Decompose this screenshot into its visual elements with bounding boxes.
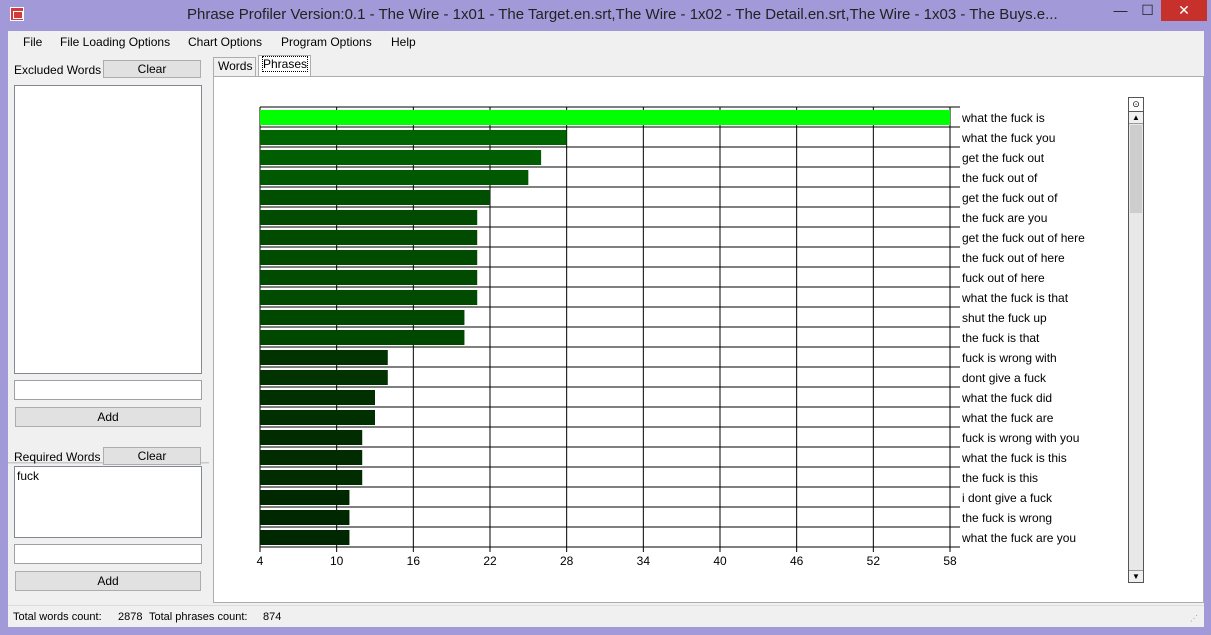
required-words-label: Required Words <box>14 450 101 464</box>
excluded-word-input[interactable] <box>14 380 202 400</box>
bar-label: get the fuck out of here <box>962 231 1085 245</box>
x-tick-label: 22 <box>483 554 497 568</box>
phrase-frequency-chart: what the fuck is what the fuck you get the… <box>257 106 1085 568</box>
menu-file-loading-options[interactable]: File Loading Options <box>60 35 171 49</box>
client-area: File File Loading Options Chart Options … <box>8 31 1204 627</box>
excluded-add-button[interactable]: Add <box>15 407 201 427</box>
x-tick-label: 28 <box>560 554 574 568</box>
bar-label: dont give a fuck <box>962 371 1047 385</box>
required-word-input[interactable] <box>14 544 202 564</box>
bar <box>260 110 950 125</box>
scroll-down-arrow-icon[interactable]: ▼ <box>1129 570 1143 582</box>
bar <box>260 470 363 485</box>
scroll-reset-icon[interactable]: ⊙ <box>1129 98 1143 112</box>
x-tick-label: 34 <box>637 554 651 568</box>
minimize-button[interactable]: — <box>1113 2 1128 18</box>
bar-label: what the fuck are you <box>961 531 1076 545</box>
x-tick-label: 46 <box>790 554 804 568</box>
window-title: Phrase Profiler Version:0.1 - The Wire -… <box>187 6 1058 23</box>
list-item[interactable]: fuck <box>17 469 40 483</box>
phrases-tab-page: what the fuck is what the fuck you get the… <box>213 76 1204 603</box>
bar-label: get the fuck out <box>962 151 1045 165</box>
bar <box>260 170 529 185</box>
bar-label: i dont give a fuck <box>962 491 1053 505</box>
excluded-words-list[interactable] <box>14 85 202 374</box>
bar-label: get the fuck out of <box>962 191 1058 205</box>
bar-label: the fuck is wrong <box>962 511 1052 525</box>
bar <box>260 290 478 305</box>
bar <box>260 150 542 165</box>
total-words-value: 2878 <box>118 611 143 623</box>
bar <box>260 390 375 405</box>
x-tick-label: 16 <box>407 554 421 568</box>
bar <box>260 490 350 505</box>
title-bar[interactable]: Phrase Profiler Version:0.1 - The Wire -… <box>0 0 1211 31</box>
bar-label: the fuck are you <box>962 211 1047 225</box>
bar-label: fuck out of here <box>962 271 1045 285</box>
left-panel: Excluded Words Clear Add Required Words … <box>8 55 209 603</box>
app-icon[interactable] <box>10 7 24 21</box>
x-tick-label: 52 <box>867 554 881 568</box>
bar-label: the fuck out of here <box>962 251 1065 265</box>
maximize-button[interactable]: ☐ <box>1141 2 1154 18</box>
bar <box>260 190 490 205</box>
bar-label: what the fuck is this <box>961 451 1067 465</box>
bar-label: fuck is wrong with you <box>962 431 1079 445</box>
bar <box>260 330 465 345</box>
bar-label: the fuck out of <box>962 171 1038 185</box>
bar-label: what the fuck is that <box>961 291 1069 305</box>
bar <box>260 350 388 365</box>
bar-label: what the fuck are <box>961 411 1054 425</box>
bar <box>260 210 478 225</box>
total-phrases-value: 874 <box>263 611 282 623</box>
required-add-button[interactable]: Add <box>15 571 201 591</box>
bar <box>260 510 350 525</box>
close-button[interactable]: ✕ <box>1161 0 1207 21</box>
bar-label: what the fuck you <box>961 131 1055 145</box>
bar <box>260 430 363 445</box>
tab-words-label: Words <box>218 59 253 73</box>
bar <box>260 450 363 465</box>
bar-label: the fuck is that <box>962 331 1040 345</box>
x-tick-label: 4 <box>257 554 264 568</box>
tab-phrases[interactable]: Phrases <box>258 55 311 76</box>
scroll-up-arrow-icon[interactable]: ▲ <box>1129 112 1143 124</box>
required-clear-button[interactable]: Clear <box>103 447 201 465</box>
tab-phrases-label: Phrases <box>261 56 309 72</box>
tab-words[interactable]: Words <box>213 57 256 76</box>
x-tick-label: 10 <box>330 554 344 568</box>
x-tick-label: 58 <box>943 554 957 568</box>
bar <box>260 310 465 325</box>
menu-file[interactable]: File <box>23 35 43 49</box>
bar-label: what the fuck did <box>961 391 1052 405</box>
bar <box>260 530 350 545</box>
x-tick-label: 40 <box>713 554 727 568</box>
bar <box>260 230 478 245</box>
chart-scrollbar[interactable]: ⊙ ▲ ▼ <box>1128 97 1144 583</box>
status-bar: Total words count: 2878 Total phrases co… <box>8 605 1204 627</box>
menu-help[interactable]: Help <box>391 35 416 49</box>
bar-label: shut the fuck up <box>962 311 1047 325</box>
excluded-clear-button[interactable]: Clear <box>103 60 201 78</box>
total-words-label: Total words count: <box>13 611 102 623</box>
total-phrases-label: Total phrases count: <box>149 611 248 623</box>
bar <box>260 270 478 285</box>
menu-chart-options[interactable]: Chart Options <box>188 35 263 49</box>
scrollbar-thumb[interactable] <box>1130 125 1142 213</box>
menu-program-options[interactable]: Program Options <box>281 35 372 49</box>
bar-label: what the fuck is <box>961 111 1045 125</box>
bar <box>260 370 388 385</box>
excluded-words-label: Excluded Words <box>14 63 102 77</box>
bar <box>260 130 567 145</box>
required-words-list[interactable]: fuck <box>14 466 202 538</box>
bar-label: fuck is wrong with <box>962 351 1057 365</box>
menu-bar: File File Loading Options Chart Options … <box>8 31 1204 54</box>
bar-label: the fuck is this <box>962 471 1038 485</box>
resize-grip-icon[interactable]: ⋰ <box>1190 614 1198 623</box>
bar <box>260 250 478 265</box>
bar <box>260 410 375 425</box>
